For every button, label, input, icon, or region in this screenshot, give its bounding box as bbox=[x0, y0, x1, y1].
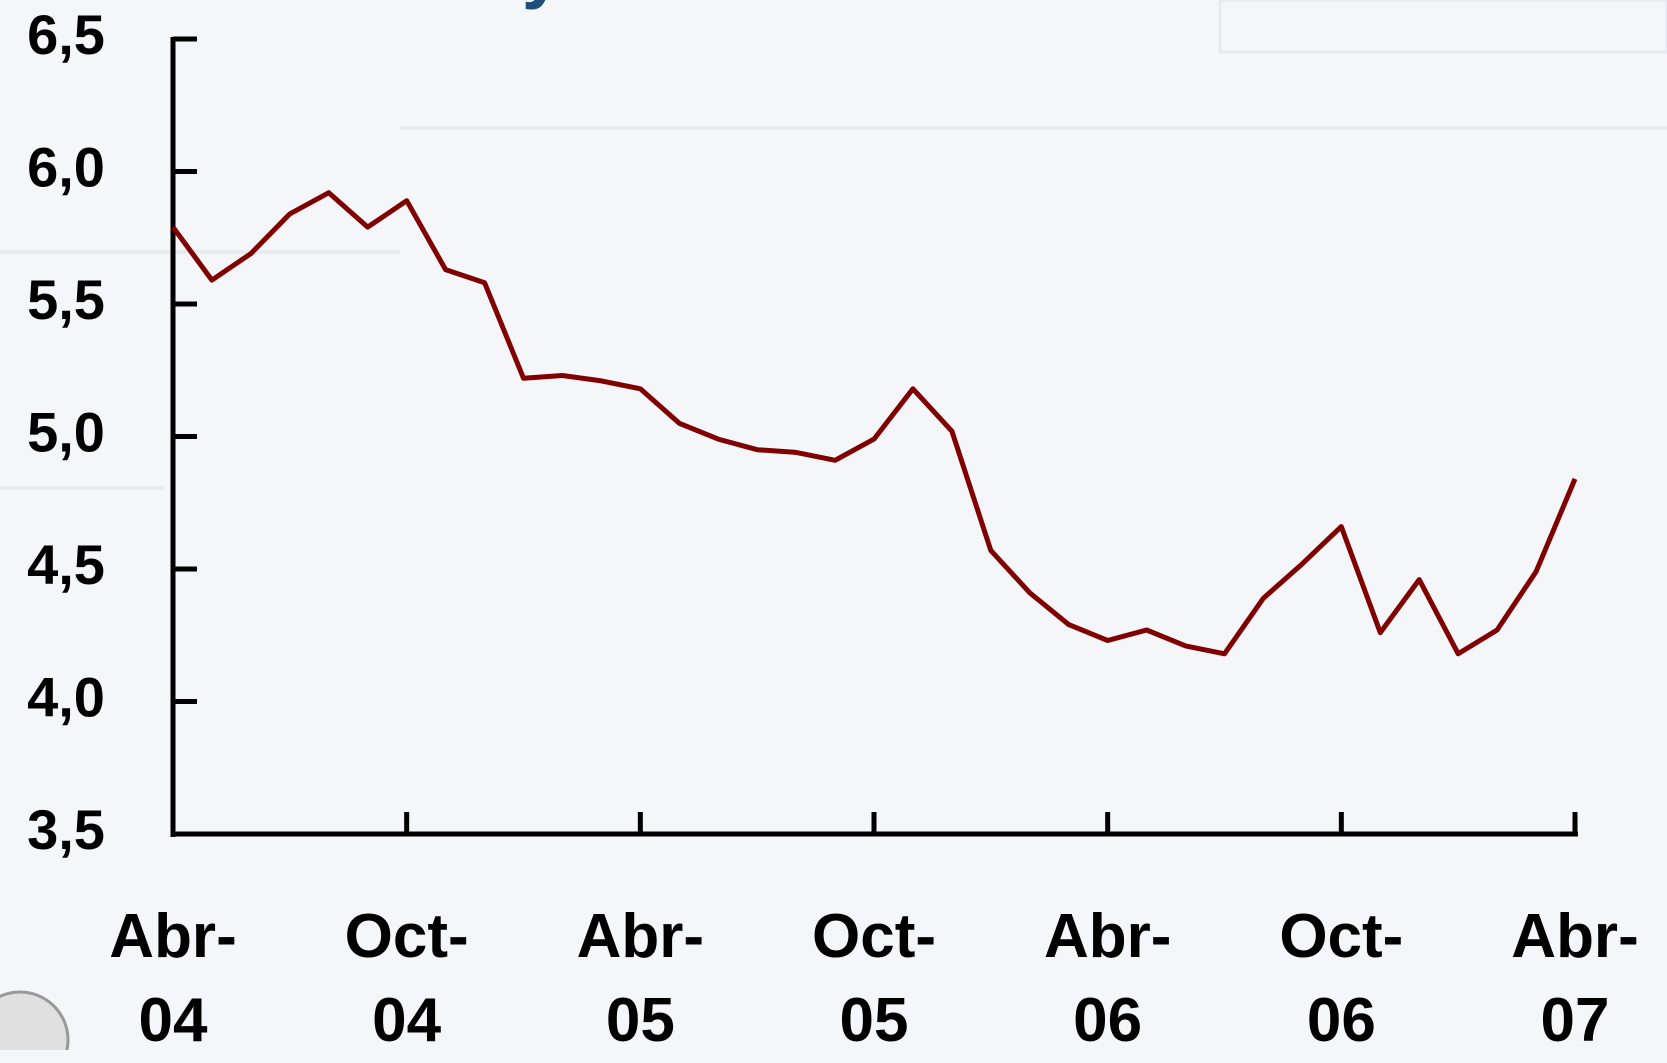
x-tick-label: Abr-04 bbox=[109, 902, 237, 1055]
y-tick-label: 5,5 bbox=[27, 268, 105, 331]
decor bbox=[0, 250, 400, 254]
decor bbox=[1218, 0, 1667, 54]
y-tick-label: 3,5 bbox=[27, 798, 105, 861]
chart-title: bancos y comisionistas de bolsa bbox=[242, 0, 1398, 10]
x-tick-label: Abr-06 bbox=[1043, 902, 1172, 1055]
x-tick-label: Abr-05 bbox=[576, 902, 705, 1055]
data-line bbox=[170, 190, 1578, 657]
y-tick-label: 6,0 bbox=[27, 135, 105, 198]
y-tick-label: 4,0 bbox=[27, 665, 105, 728]
decor bbox=[400, 126, 1667, 130]
logo bbox=[0, 990, 70, 1050]
y-tick-label: 5,0 bbox=[27, 400, 105, 463]
y-tick-label: 4,5 bbox=[27, 533, 105, 596]
decor bbox=[0, 486, 165, 490]
x-tick-label: Abr-07 bbox=[1511, 902, 1639, 1055]
x-tick-label: Oct-04 bbox=[344, 902, 469, 1055]
x-tick-label: Oct-05 bbox=[812, 902, 936, 1055]
y-tick-label: 6,5 bbox=[27, 3, 105, 66]
x-tick-label: Oct-06 bbox=[1279, 902, 1404, 1055]
